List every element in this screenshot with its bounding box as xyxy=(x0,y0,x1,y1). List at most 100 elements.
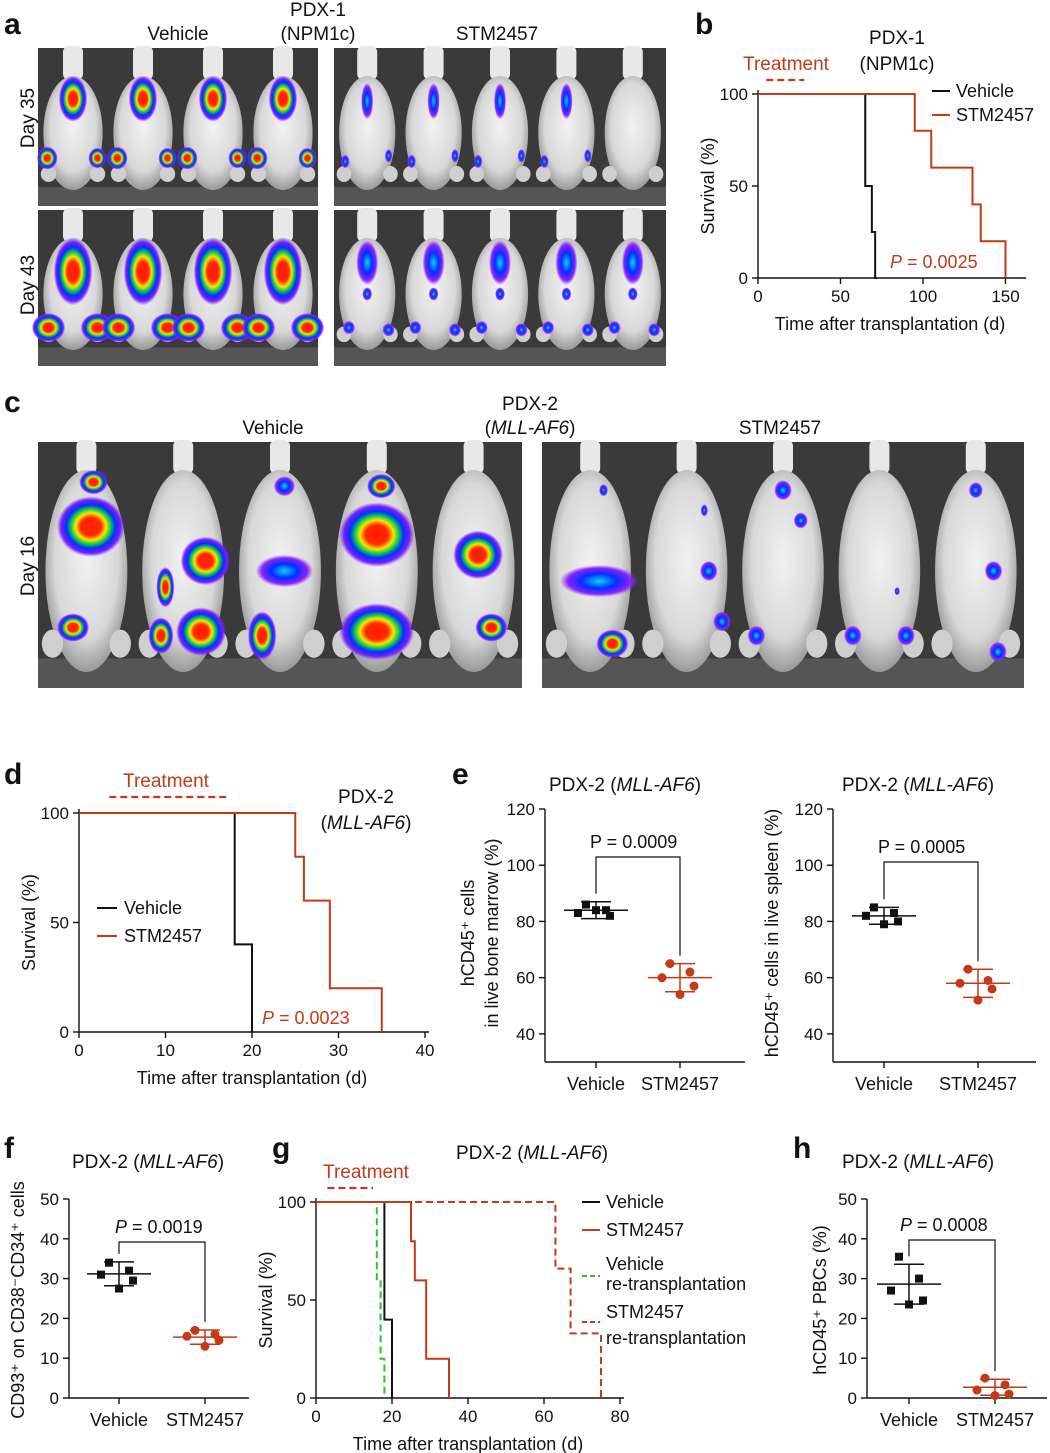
mouse-1 xyxy=(403,46,465,190)
panel-h-pbc-chart: 0 10 20 30 40 50 Vehicle STM2457 PDX-2 (MLL-AF6)… xyxy=(810,1152,1047,1430)
mouse-leg xyxy=(40,166,57,183)
y-tick-label: 50 xyxy=(40,1190,59,1209)
legend-label-vehicle-retx-2: re-transplantation xyxy=(606,1274,746,1294)
signal-blob xyxy=(193,238,233,306)
treatment-label: Treatment xyxy=(323,1162,410,1183)
mouse-body xyxy=(43,76,103,190)
y-tick-label: 50 xyxy=(729,177,748,196)
signal-blob xyxy=(384,148,393,163)
panel-label-c: c xyxy=(4,386,21,419)
signal-blob xyxy=(53,238,93,306)
signal-blob xyxy=(148,617,174,654)
mouse-leg xyxy=(383,166,398,183)
y-axis-label-line2: in live bone marrow (%) xyxy=(482,838,502,1027)
y-tick-label: 120 xyxy=(795,800,823,819)
signal-blob xyxy=(255,554,313,588)
chart-title: PDX-2 (MLL-AF6) xyxy=(456,1143,608,1164)
mouse-leg xyxy=(429,629,451,658)
x-tick-label: 0 xyxy=(74,1041,83,1060)
y-tick-label: 0 xyxy=(60,1023,69,1042)
mouse-2 xyxy=(469,46,531,190)
signal-blob xyxy=(774,480,792,501)
y-tick-label: 100 xyxy=(795,856,823,875)
treatment-label: Treatment xyxy=(743,54,830,75)
mouse-0 xyxy=(36,46,107,190)
y-tick-label: 100 xyxy=(278,1193,306,1212)
signal-blob xyxy=(843,625,862,646)
nose-cone xyxy=(273,208,293,242)
nose-cone xyxy=(63,46,83,80)
panel-a-title-line1: PDX-1 xyxy=(290,0,346,21)
mouse-0 xyxy=(41,440,131,672)
signal-blob xyxy=(621,240,644,286)
panel-label-g: g xyxy=(272,1132,290,1165)
significance-bracket xyxy=(883,861,979,962)
signal-blob xyxy=(101,313,136,343)
x-tick-label: 20 xyxy=(383,1407,402,1426)
signal-blob xyxy=(409,320,422,335)
data-point-vehicle xyxy=(919,1296,927,1305)
signal-blob xyxy=(448,323,462,337)
mouse-body xyxy=(113,76,173,190)
mouse-4 xyxy=(602,46,664,190)
data-point-vehicle xyxy=(887,1286,895,1295)
y-axis-label: hCD45⁺ cells in live spleen (%) xyxy=(762,809,782,1058)
data-point-vehicle xyxy=(894,917,902,926)
mouse-leg xyxy=(41,629,64,658)
signal-blob xyxy=(599,484,608,497)
data-point-vehicle xyxy=(895,1252,903,1261)
nose-cone xyxy=(63,208,83,242)
signal-blob xyxy=(475,613,508,642)
signal-blob xyxy=(123,238,163,306)
data-point-vehicle xyxy=(574,909,582,918)
y-tick-label: 60 xyxy=(804,969,823,988)
signal-blob xyxy=(367,474,396,499)
x-tick-label: 80 xyxy=(611,1407,630,1426)
mouse-1 xyxy=(106,46,177,190)
nose-cone xyxy=(965,440,986,474)
mouse-leg xyxy=(582,166,597,183)
mouse-2 xyxy=(176,46,247,190)
panel-a-title-line2: (NPM1c) xyxy=(281,24,356,45)
signal-blob xyxy=(298,147,317,169)
panel-a-row1-label: Day 35 xyxy=(18,88,39,148)
signal-blob xyxy=(57,613,90,642)
a-vehicle-day43 xyxy=(31,208,325,366)
mouse-4 xyxy=(429,440,519,672)
c-stm-day16 xyxy=(542,440,1024,688)
signal-blob xyxy=(515,323,528,337)
mouse-0 xyxy=(31,208,115,350)
panel-f-cd93-chart: 0 10 20 30 40 50 Vehicle STM2457 PDX-2 (MLL-AF6)… xyxy=(8,1152,249,1430)
y-tick-label: 0 xyxy=(297,1389,306,1408)
signal-blob xyxy=(36,146,58,170)
legend-label-stm: STM2457 xyxy=(124,926,202,946)
signal-blob xyxy=(747,625,766,646)
series-line-vehicle xyxy=(758,93,877,279)
y-tick-label: 80 xyxy=(516,912,535,931)
mouse-body xyxy=(183,76,243,190)
panel-c-stm-label: STM2457 xyxy=(739,418,821,439)
signal-blob xyxy=(228,147,247,169)
nose-cone xyxy=(423,208,444,242)
mouse-body xyxy=(935,470,1017,672)
signal-blob xyxy=(984,560,1003,582)
signal-blob xyxy=(608,320,621,335)
signal-blob xyxy=(894,587,900,596)
significance-bracket xyxy=(118,1241,206,1322)
mouse-leg xyxy=(299,166,316,183)
panel-e-spleen-chart: 40 60 80 100 120 Vehicle STM2457 PDX-2 (MLL-AF6… xyxy=(762,775,1036,1094)
image-floor xyxy=(334,187,666,206)
y-axis-label: Survival (%) xyxy=(256,1251,276,1348)
data-point-stm xyxy=(1004,1389,1014,1399)
mouse-body xyxy=(253,76,313,190)
signal-blob xyxy=(273,476,296,497)
nose-cone xyxy=(490,46,510,80)
y-tick-label: 20 xyxy=(838,1309,857,1328)
signal-blob xyxy=(453,530,503,580)
x-tick-label: 150 xyxy=(991,287,1019,306)
mouse-leg xyxy=(602,166,617,183)
panel-label-f: f xyxy=(4,1132,15,1165)
mouse-3 xyxy=(535,208,597,350)
y-tick-label: 50 xyxy=(287,1291,306,1310)
